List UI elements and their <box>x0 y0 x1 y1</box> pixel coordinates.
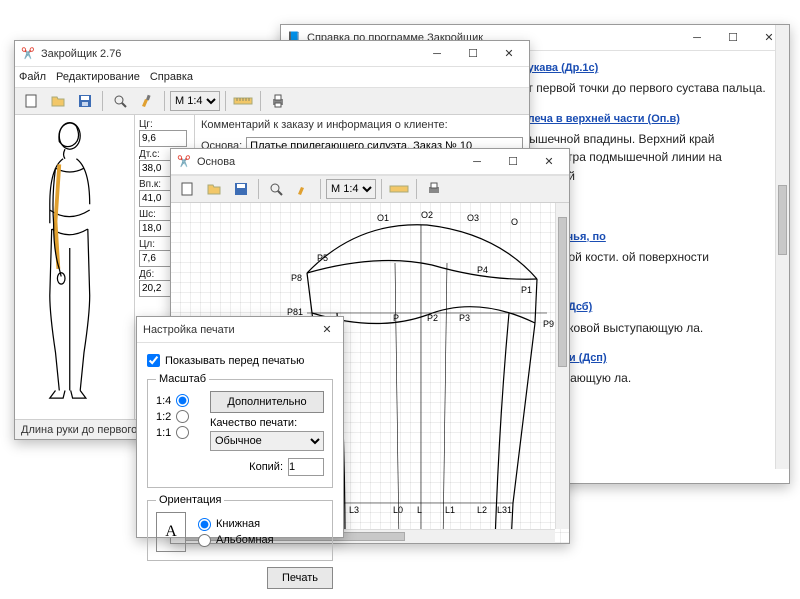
svg-text:P3: P3 <box>459 313 470 323</box>
close-button[interactable]: ✕ <box>491 43 527 65</box>
print-title: Настройка печати <box>143 324 313 336</box>
new-icon[interactable] <box>19 90 43 112</box>
show-before-input[interactable] <box>147 354 160 367</box>
maximize-button[interactable]: ☐ <box>715 27 751 49</box>
svg-text:P1: P1 <box>521 285 532 295</box>
orientation-fieldset: Ориентация A Книжная Альбомная <box>147 494 333 561</box>
close-button[interactable]: ✕ <box>313 319 341 341</box>
print-dialog: Настройка печати ✕ Показывать перед печа… <box>136 316 344 538</box>
orientation-book[interactable]: Книжная <box>198 518 274 531</box>
svg-text:P2: P2 <box>427 313 438 323</box>
minimize-button[interactable]: ─ <box>419 43 455 65</box>
svg-text:O: O <box>511 217 518 227</box>
toolbar-separator <box>164 91 165 111</box>
orientation-legend: Ориентация <box>156 494 224 506</box>
svg-text:P8: P8 <box>291 273 302 283</box>
svg-text:L3: L3 <box>349 505 359 515</box>
svg-text:P5: P5 <box>317 253 328 263</box>
pattern-icon: ✂️ <box>177 155 191 169</box>
scale-fieldset: Масштаб 1:4 1:2 1:1 Дополнительно Качест… <box>147 373 333 488</box>
main-menubar: Файл Редактирование Справка <box>15 67 529 87</box>
show-before-checkbox[interactable]: Показывать перед печатью <box>147 354 333 367</box>
svg-text:L31: L31 <box>497 505 512 515</box>
figure-pane <box>15 115 135 419</box>
copies-input[interactable] <box>288 458 324 476</box>
app-icon: ✂️ <box>21 47 35 61</box>
print-body: Показывать перед печатью Масштаб 1:4 1:2… <box>137 343 343 599</box>
help-text: от первой точки до первого сустава пальц… <box>521 79 779 98</box>
find-icon[interactable] <box>108 90 132 112</box>
new-icon[interactable] <box>175 178 199 200</box>
print-icon[interactable] <box>266 90 290 112</box>
svg-text:O2: O2 <box>421 210 433 220</box>
pattern-titlebar[interactable]: ✂️ Основа ─ ☐ ✕ <box>171 149 569 175</box>
help-link[interactable]: рукава (Др.1с) <box>521 62 598 74</box>
open-icon[interactable] <box>202 178 226 200</box>
copies-label: Копий: <box>249 461 283 473</box>
svg-text:P9: P9 <box>543 319 554 329</box>
svg-text:O3: O3 <box>467 213 479 223</box>
main-title: Закройщик 2.76 <box>41 48 419 60</box>
close-button[interactable]: ✕ <box>531 151 567 173</box>
svg-text:P: P <box>393 313 399 323</box>
svg-text:P4: P4 <box>477 265 488 275</box>
svg-text:L0: L0 <box>393 505 403 515</box>
pattern-toolbar: M 1:4 <box>171 175 569 203</box>
scale-select[interactable]: M 1:4 <box>170 91 220 111</box>
minimize-button[interactable]: ─ <box>679 27 715 49</box>
order-comment-label: Комментарий к заказу и информация о клие… <box>201 119 523 131</box>
toolbar-separator <box>260 91 261 111</box>
toolbar-separator <box>416 179 417 199</box>
ruler-icon[interactable] <box>231 90 255 112</box>
print-titlebar[interactable]: Настройка печати ✕ <box>137 317 343 343</box>
find-icon[interactable] <box>264 178 288 200</box>
minimize-button[interactable]: ─ <box>459 151 495 173</box>
more-button[interactable]: Дополнительно <box>210 391 324 413</box>
menu-edit[interactable]: Редактирование <box>56 71 140 83</box>
maximize-button[interactable]: ☐ <box>455 43 491 65</box>
toolbar-separator <box>102 91 103 111</box>
help-link[interactable]: плеча в верхней части (Оп.в) <box>521 113 680 125</box>
svg-text:L1: L1 <box>445 505 455 515</box>
scale-option[interactable]: 1:4 <box>156 394 210 407</box>
open-icon[interactable] <box>46 90 70 112</box>
scale-option[interactable]: 1:2 <box>156 410 210 423</box>
toolbar-separator <box>225 91 226 111</box>
print-button[interactable]: Печать <box>267 567 333 589</box>
quality-select[interactable]: Обычное <box>210 431 324 451</box>
orientation-album[interactable]: Альбомная <box>198 534 274 547</box>
status-text: Длина руки до первого су <box>21 424 151 436</box>
figure-svg <box>15 115 134 419</box>
scale-select[interactable]: M 1:4 <box>326 179 376 199</box>
svg-text:O1: O1 <box>377 213 389 223</box>
main-titlebar[interactable]: ✂️ Закройщик 2.76 ─ ☐ ✕ <box>15 41 529 67</box>
toolbar-separator <box>320 179 321 199</box>
toolbar-separator <box>381 179 382 199</box>
quality-label: Качество печати: <box>210 417 324 429</box>
save-icon[interactable] <box>229 178 253 200</box>
menu-help[interactable]: Справка <box>150 71 193 83</box>
brush-icon[interactable] <box>135 90 159 112</box>
svg-text:L: L <box>417 505 422 515</box>
meas-input[interactable] <box>139 130 187 147</box>
maximize-button[interactable]: ☐ <box>495 151 531 173</box>
orientation-icon: A <box>156 512 186 552</box>
brush-icon[interactable] <box>291 178 315 200</box>
meas-label: Цг: <box>139 119 190 130</box>
help-scrollbar[interactable] <box>775 25 789 469</box>
save-icon[interactable] <box>73 90 97 112</box>
toolbar-separator <box>258 179 259 199</box>
copies-row: Копий: <box>210 458 324 476</box>
main-toolbar: M 1:4 <box>15 87 529 115</box>
svg-text:L2: L2 <box>477 505 487 515</box>
pattern-scroll-v[interactable] <box>555 203 569 529</box>
pattern-title: Основа <box>197 156 459 168</box>
print-icon[interactable] <box>422 178 446 200</box>
ruler-icon[interactable] <box>387 178 411 200</box>
show-before-label: Показывать перед печатью <box>165 355 304 367</box>
menu-file[interactable]: Файл <box>19 71 46 83</box>
scale-option[interactable]: 1:1 <box>156 426 210 439</box>
scale-legend: Масштаб <box>156 373 209 385</box>
